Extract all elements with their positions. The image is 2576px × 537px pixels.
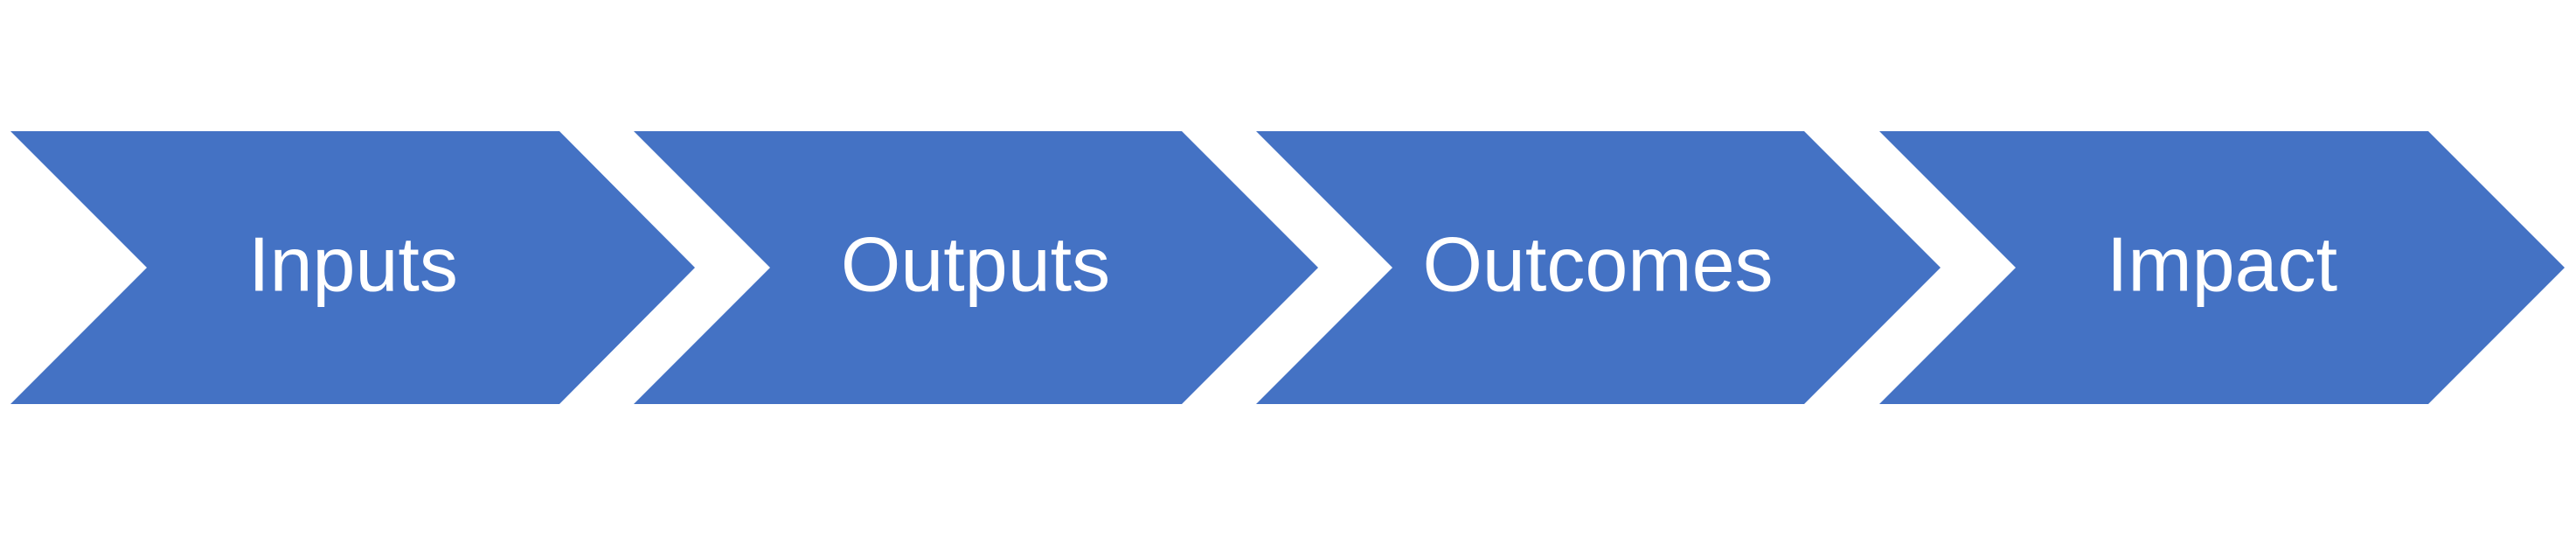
chevron-label-inputs: Inputs (248, 221, 458, 308)
chevron-step-outcomes: Outcomes (1256, 131, 1941, 404)
chevron-shape-outputs (634, 131, 1318, 404)
chevron-label-outcomes: Outcomes (1422, 221, 1773, 308)
chevron-step-outputs: Outputs (634, 131, 1318, 404)
chevron-step-inputs: Inputs (10, 131, 695, 404)
chevron-shape-impact (1879, 131, 2565, 404)
chevron-shape-outcomes (1256, 131, 1941, 404)
chevron-shape-inputs (10, 131, 695, 404)
chevron-label-impact: Impact (2107, 221, 2337, 308)
chevron-label-outputs: Outputs (841, 221, 1110, 308)
chevron-step-impact: Impact (1879, 131, 2565, 404)
